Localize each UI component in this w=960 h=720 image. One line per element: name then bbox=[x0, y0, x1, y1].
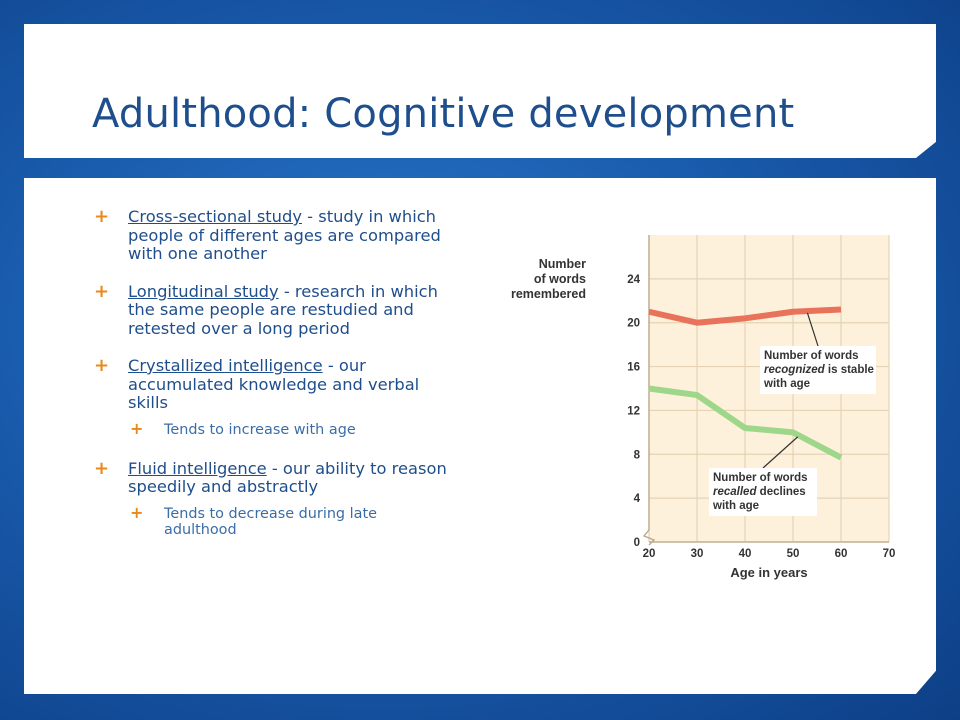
annotation-pointer bbox=[762, 436, 799, 469]
bullet-term: Cross-sectional study bbox=[128, 207, 302, 226]
y-tick-label: 20 bbox=[627, 318, 640, 330]
bullet-term: Longitudinal study bbox=[128, 281, 279, 301]
annotation-text-segment: Number of words bbox=[713, 472, 808, 484]
sub-bullet-text: Tends to increase with age bbox=[164, 421, 356, 438]
series-line-recognized bbox=[648, 306, 842, 326]
sub-bullet-text: Tends to decrease during late adulthood bbox=[164, 505, 377, 538]
content-panel: + Cross-sectional study - study in which … bbox=[24, 178, 936, 694]
annotation-text-segment: declines bbox=[756, 486, 805, 498]
annotation-text: Number of words bbox=[764, 350, 859, 362]
sub-bullet-item: + Tends to decrease during late adulthood bbox=[94, 502, 454, 538]
annotation-text-segment: recalled bbox=[713, 486, 757, 498]
y-tick-label: 16 bbox=[627, 362, 640, 374]
bullet-text: - our accumulated knowledge and verbal s… bbox=[128, 356, 420, 412]
bullet-text: - our ability to reason speedily and abs… bbox=[128, 458, 447, 496]
x-tick-label: 20 bbox=[643, 548, 656, 560]
plus-icon: + bbox=[94, 355, 110, 376]
annotation-text-segment: is stable bbox=[825, 364, 874, 376]
annotation-text-segment: Number of words bbox=[764, 350, 859, 362]
annotation-box bbox=[760, 346, 876, 394]
x-tick-label: 70 bbox=[883, 548, 896, 560]
bullet-item: + Longitudinal study - research in which … bbox=[94, 280, 454, 339]
bullet-item: + Cross-sectional study - study in which … bbox=[94, 206, 454, 264]
x-axis-label: Age in years bbox=[730, 565, 807, 580]
y-tick-label: 24 bbox=[627, 274, 640, 286]
series-line-recalled bbox=[648, 385, 843, 461]
y-tick-label: 4 bbox=[634, 493, 641, 505]
y-axis-label: of words bbox=[534, 272, 586, 286]
x-tick-label: 40 bbox=[739, 548, 752, 560]
plus-icon: + bbox=[130, 502, 144, 522]
plus-icon: + bbox=[130, 418, 144, 438]
annotation-text: Number of words bbox=[713, 472, 808, 484]
annotation-text-segment: with age bbox=[763, 378, 810, 390]
annotation-text-segment: with age bbox=[712, 500, 759, 512]
bullet-term: Fluid intelligence bbox=[128, 458, 267, 478]
plus-icon: + bbox=[94, 457, 110, 479]
slide-title: Adulthood: Cognitive development bbox=[92, 91, 795, 137]
annotation-pointer bbox=[806, 312, 819, 347]
annotation-text: recognized is stable bbox=[764, 364, 874, 376]
annotation-text: recalled declines bbox=[713, 486, 806, 498]
plus-icon: + bbox=[94, 206, 110, 227]
bullet-list: + Cross-sectional study - study in which … bbox=[94, 206, 454, 560]
y-tick-label: 12 bbox=[627, 405, 640, 417]
y-tick-label: 0 bbox=[634, 537, 640, 549]
y-axis-label: Number bbox=[539, 257, 586, 271]
y-tick-label: 8 bbox=[634, 449, 641, 461]
x-tick-label: 30 bbox=[691, 548, 704, 560]
words-remembered-chart: 0 4 8 12 16 20 24 20 30 40 50 60 70 Age in years Numbe… bbox=[511, 235, 896, 580]
bullet-term: Crystallized intelligence bbox=[128, 356, 323, 375]
plus-icon: + bbox=[94, 280, 110, 302]
sub-bullet-item: + Tends to increase with age bbox=[94, 418, 454, 438]
bullet-text: - research in which the same people are … bbox=[128, 281, 438, 338]
title-panel: Adulthood: Cognitive development bbox=[24, 24, 936, 158]
annotation-text-segment: recognized bbox=[764, 364, 826, 376]
x-tick-label: 60 bbox=[835, 548, 848, 560]
annotation-text: with age bbox=[712, 500, 759, 512]
bullet-text: - study in which people of different age… bbox=[128, 207, 441, 263]
x-tick-label: 50 bbox=[787, 548, 800, 560]
annotation-box bbox=[709, 468, 817, 516]
annotation-text: with age bbox=[763, 378, 810, 390]
bullet-item: + Fluid intelligence - our ability to rea… bbox=[94, 457, 454, 497]
y-axis-label: remembered bbox=[511, 287, 586, 301]
bullet-item: + Crystallized intelligence - our accumul… bbox=[94, 355, 454, 413]
